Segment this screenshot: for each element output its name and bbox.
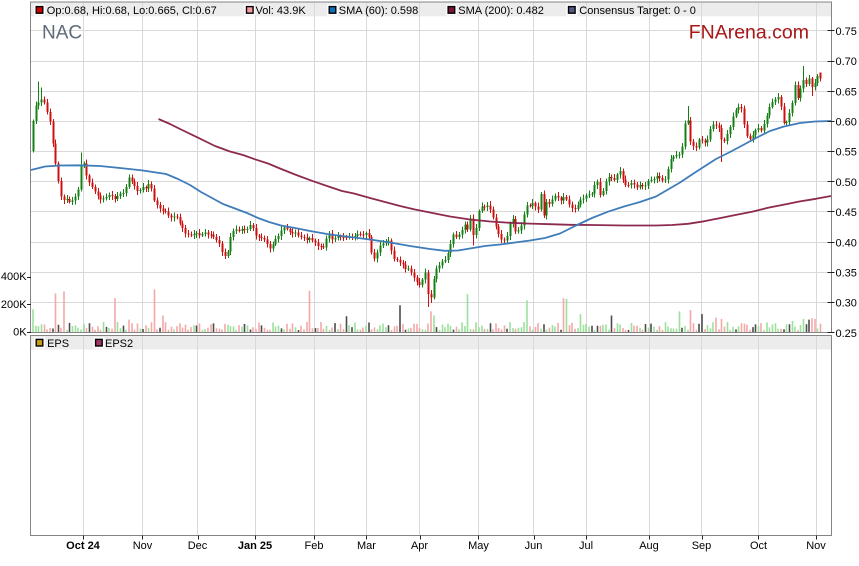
svg-text:0K: 0K bbox=[13, 326, 27, 338]
svg-text:Apr: Apr bbox=[411, 540, 428, 552]
svg-text:Sep: Sep bbox=[692, 540, 712, 552]
svg-text:Vol: 43.9K: Vol: 43.9K bbox=[256, 5, 307, 17]
svg-text:0.25: 0.25 bbox=[836, 328, 857, 340]
svg-text:0.70: 0.70 bbox=[836, 56, 857, 68]
svg-text:Feb: Feb bbox=[305, 540, 324, 552]
svg-text:Nov: Nov bbox=[806, 540, 826, 552]
svg-text:0.55: 0.55 bbox=[836, 147, 857, 159]
svg-text:200K: 200K bbox=[1, 299, 27, 311]
svg-text:Aug: Aug bbox=[639, 540, 659, 552]
svg-text:May: May bbox=[468, 540, 489, 552]
svg-text:Jun: Jun bbox=[525, 540, 543, 552]
svg-text:Mar: Mar bbox=[357, 540, 376, 552]
svg-text:0.60: 0.60 bbox=[836, 117, 857, 129]
svg-text:EPS: EPS bbox=[47, 338, 69, 350]
svg-text:Jul: Jul bbox=[579, 540, 593, 552]
svg-text:Oct: Oct bbox=[750, 540, 767, 552]
svg-text:400K: 400K bbox=[1, 271, 27, 283]
svg-text:0.75: 0.75 bbox=[836, 26, 857, 38]
svg-text:EPS2: EPS2 bbox=[105, 338, 133, 350]
svg-text:NAC: NAC bbox=[42, 23, 82, 44]
svg-text:SMA (200): 0.482: SMA (200): 0.482 bbox=[458, 5, 544, 17]
svg-text:0.65: 0.65 bbox=[836, 86, 857, 98]
svg-text:0.40: 0.40 bbox=[836, 237, 857, 249]
svg-text:0.45: 0.45 bbox=[836, 207, 857, 219]
svg-text:Dec: Dec bbox=[188, 540, 208, 552]
svg-text:0.35: 0.35 bbox=[836, 267, 857, 279]
svg-text:SMA (60): 0.598: SMA (60): 0.598 bbox=[339, 5, 419, 17]
svg-text:FNArena.com: FNArena.com bbox=[689, 22, 809, 44]
svg-text:0.30: 0.30 bbox=[836, 298, 857, 310]
svg-text:Op:0.68, Hi:0.68, Lo:0.665, Cl: Op:0.68, Hi:0.68, Lo:0.665, Cl:0.67 bbox=[47, 5, 217, 17]
svg-text:0.50: 0.50 bbox=[836, 177, 857, 189]
svg-text:Oct 24: Oct 24 bbox=[66, 540, 101, 552]
svg-text:Consensus Target: 0 - 0: Consensus Target: 0 - 0 bbox=[579, 5, 696, 17]
svg-text:Jan 25: Jan 25 bbox=[238, 540, 272, 552]
svg-text:Nov: Nov bbox=[133, 540, 153, 552]
